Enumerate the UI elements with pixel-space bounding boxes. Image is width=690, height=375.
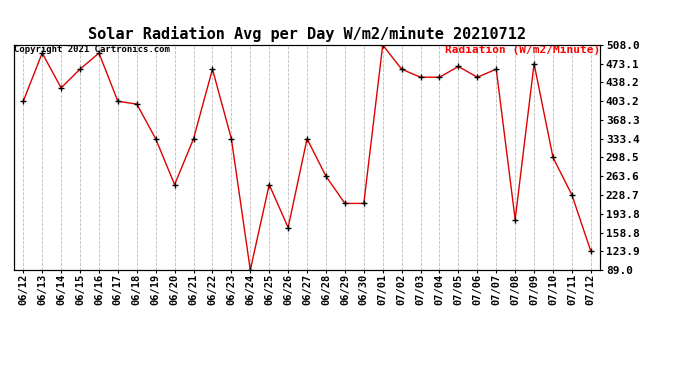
Title: Solar Radiation Avg per Day W/m2/minute 20210712: Solar Radiation Avg per Day W/m2/minute … — [88, 27, 526, 42]
Text: Radiation (W/m2/Minute): Radiation (W/m2/Minute) — [445, 45, 600, 55]
Text: Copyright 2021 Cartronics.com: Copyright 2021 Cartronics.com — [14, 45, 170, 54]
